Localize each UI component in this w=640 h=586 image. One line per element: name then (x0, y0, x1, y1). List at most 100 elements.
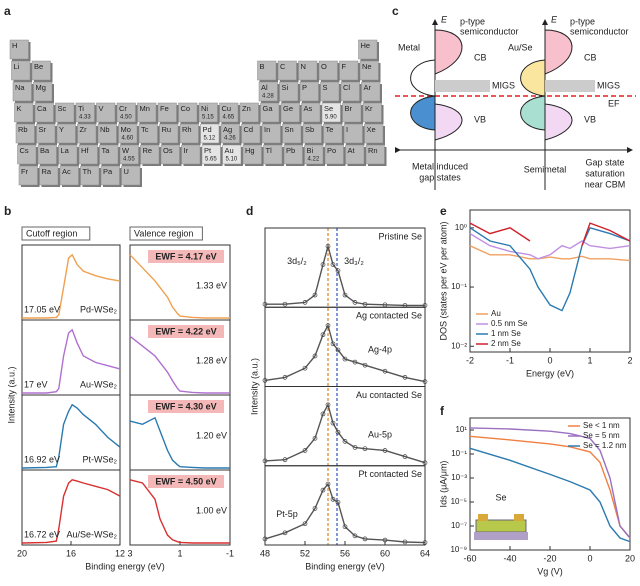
element-symbol: Te (326, 125, 334, 134)
onset-label: 1.20 eV (196, 431, 227, 441)
data-point (262, 378, 268, 383)
element-symbol: Ge (283, 104, 293, 113)
y-axis-label: DOS (states per eV per atom) (438, 221, 448, 340)
vb-lobe (434, 103, 463, 141)
data-point (335, 429, 341, 435)
peak-label: Au-5p (368, 430, 392, 440)
element-tile (324, 144, 344, 165)
panel-label: b (4, 204, 11, 218)
ewf-label: EWF = 4.22 eV (155, 326, 216, 336)
x-tick-label: 52 (300, 548, 310, 558)
x-tick-label: -1 (506, 355, 514, 365)
element-tile (118, 123, 138, 144)
peak-label: 3d₅/₂ (287, 256, 307, 266)
label: MIGS (492, 80, 515, 90)
element-symbol: Sb (305, 125, 314, 134)
series-label: Pt-WSe₂ (83, 454, 118, 464)
label: near CBM (585, 179, 626, 189)
element-tile (138, 123, 158, 144)
element-symbol: I (346, 125, 348, 134)
element-tile (321, 102, 341, 123)
element-tile (343, 123, 363, 144)
data-point (402, 454, 408, 459)
label: EF (608, 98, 620, 108)
element-tile (200, 123, 220, 144)
element-symbol: Re (143, 146, 153, 155)
element-tile (241, 123, 261, 144)
x-tick-label: 56 (340, 548, 350, 558)
data-point (262, 458, 268, 464)
migs-band (435, 80, 490, 92)
element-symbol: La (61, 146, 70, 155)
element-tile (78, 144, 98, 165)
element-symbol: F (342, 62, 347, 71)
element-symbol: Sn (285, 125, 294, 134)
cutoff-label: 17.05 eV (24, 304, 60, 314)
inset-device (475, 519, 527, 533)
element-tile (36, 123, 56, 144)
element-tile (279, 81, 299, 102)
element-tile (119, 144, 139, 165)
panel-label: c (392, 4, 399, 18)
series-label: Pt contacted Se (358, 469, 422, 479)
element-symbol: Mn (140, 104, 150, 113)
series-line (264, 482, 426, 544)
diagram-title: Au/Se (508, 42, 533, 52)
work-function: 4.26 (224, 136, 236, 142)
legend-label: 1 nm Se (491, 329, 521, 338)
data-point (302, 521, 308, 527)
x-axis-label: Binding energy (eV) (85, 561, 165, 571)
element-tile (257, 60, 277, 81)
element-symbol: Co (181, 104, 191, 113)
series-line (129, 254, 230, 319)
element-symbol: K (17, 104, 22, 113)
work-function: 5.15 (202, 115, 214, 121)
element-tile (18, 165, 38, 186)
element-tile (260, 102, 280, 123)
work-function: 4.60 (122, 136, 134, 142)
element-tile (140, 144, 160, 165)
data-point (362, 301, 368, 307)
element-symbol: B (260, 62, 265, 71)
element-tile (14, 102, 34, 123)
element-symbol: Pt (204, 146, 212, 155)
series-line (469, 245, 631, 262)
element-tile (301, 102, 321, 123)
chart-title: Valence region (134, 228, 193, 238)
element-symbol: Tl (266, 146, 273, 155)
element-tile (220, 123, 240, 144)
element-tile (365, 144, 385, 165)
element-symbol: As (304, 104, 313, 113)
element-symbol: Pb (286, 146, 295, 155)
element-symbol: Na (15, 83, 25, 92)
data-point (282, 457, 288, 463)
element-tile (121, 165, 141, 186)
element-tile (302, 123, 322, 144)
element-symbol: Zn (242, 104, 251, 113)
axis-label: E (441, 14, 448, 24)
element-tile (11, 60, 31, 81)
element-symbol: Sc (58, 104, 67, 113)
x-axis-label: Binding energy (eV) (305, 561, 385, 571)
data-point (422, 540, 428, 545)
cb-lobe (434, 29, 463, 75)
panel-label: a (4, 4, 11, 18)
element-tile (340, 81, 360, 102)
element-symbol: At (348, 146, 356, 155)
cutoff-label: 16.72 eV (24, 529, 60, 539)
data-point (330, 420, 336, 426)
element-tile (137, 102, 157, 123)
series-line (129, 416, 230, 469)
element-tile (15, 123, 35, 144)
element-tile (362, 102, 382, 123)
series-line (469, 233, 631, 260)
work-function: 5.65 (205, 157, 217, 163)
element-tile (116, 102, 136, 123)
data-point (342, 524, 348, 530)
data-point (320, 332, 326, 338)
peak-label: Ag-4p (368, 344, 392, 354)
y-tick-label: 10⁻⁹ (450, 545, 467, 554)
element-tile (9, 39, 29, 60)
x-tick-label: 20 (625, 553, 635, 563)
element-tile (80, 165, 100, 186)
